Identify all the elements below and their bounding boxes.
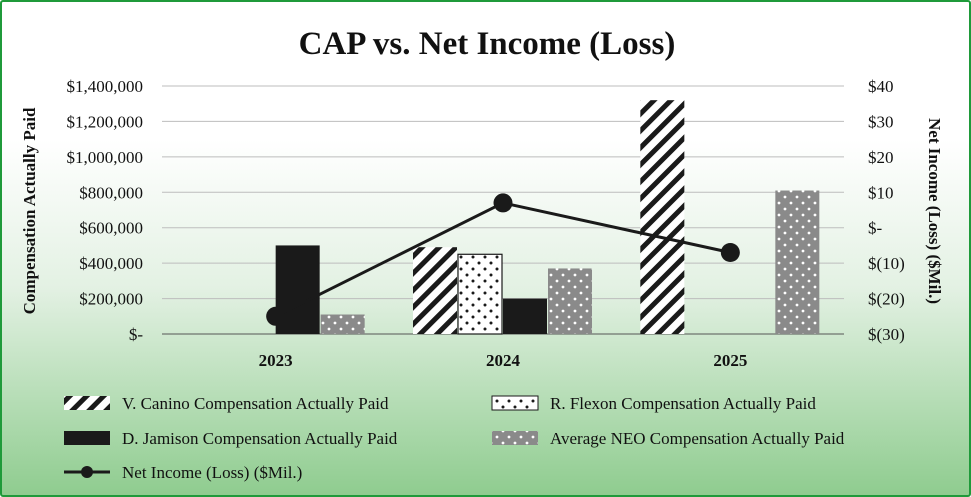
y2-tick-label: $30 xyxy=(868,112,894,131)
net-income-line xyxy=(266,193,740,326)
y-tick-label: $400,000 xyxy=(79,254,143,273)
y2-tick-label: $(20) xyxy=(868,290,905,309)
y2-axis-ticks: $(30) $(20) $(10) $- $10 $20 $30 $40 xyxy=(868,77,905,344)
y2-tick-label: $(30) xyxy=(868,325,905,344)
y-tick-label: $800,000 xyxy=(79,183,143,202)
y-tick-label: $200,000 xyxy=(79,290,143,309)
y2-tick-label: $10 xyxy=(868,183,894,202)
y-axis-ticks: $- $200,000 $400,000 $600,000 $800,000 $1,000… xyxy=(67,77,144,344)
bars xyxy=(275,100,820,335)
legend-swatch-marker xyxy=(81,466,93,478)
category-label: 2025 xyxy=(713,351,747,370)
category-label: 2024 xyxy=(486,351,521,370)
legend-item: Average NEO Compensation Actually Paid xyxy=(492,429,845,448)
bar xyxy=(640,100,685,335)
bar xyxy=(775,190,820,334)
legend-label: V. Canino Compensation Actually Paid xyxy=(122,394,389,413)
y2-tick-label: $- xyxy=(868,219,883,238)
legend-swatch xyxy=(64,396,110,410)
bar xyxy=(548,268,592,334)
category-labels: 2023 2024 2025 xyxy=(259,351,748,370)
line-point xyxy=(720,243,740,263)
legend-label: Average NEO Compensation Actually Paid xyxy=(550,429,845,448)
bar xyxy=(457,253,503,335)
bar xyxy=(320,314,365,334)
legend-item: Net Income (Loss) ($Mil.) xyxy=(64,463,302,482)
y2-tick-label: $20 xyxy=(868,148,894,167)
legend-label: R. Flexon Compensation Actually Paid xyxy=(550,394,816,413)
legend-swatch xyxy=(492,431,538,445)
y-tick-label: $- xyxy=(129,325,144,344)
y-tick-label: $600,000 xyxy=(79,219,143,238)
bar xyxy=(413,247,457,334)
legend-item: R. Flexon Compensation Actually Paid xyxy=(491,394,816,413)
y-axis-title: Compensation Actually Paid xyxy=(20,107,39,314)
y-tick-label: $1,400,000 xyxy=(67,77,144,96)
legend-label: D. Jamison Compensation Actually Paid xyxy=(122,429,398,448)
legend-label: Net Income (Loss) ($Mil.) xyxy=(122,463,302,482)
bar xyxy=(503,298,547,334)
legend: V. Canino Compensation Actually Paid R. F… xyxy=(64,394,845,482)
legend-item: V. Canino Compensation Actually Paid xyxy=(64,394,389,413)
y2-tick-label: $(10) xyxy=(868,254,905,273)
y2-axis-title: Net Income (Loss) ($Mil.) xyxy=(925,118,944,304)
chart-title: CAP vs. Net Income (Loss) xyxy=(299,26,676,62)
y2-tick-label: $40 xyxy=(868,77,894,96)
legend-swatch xyxy=(64,431,110,445)
y-tick-label: $1,200,000 xyxy=(67,112,144,131)
legend-item: D. Jamison Compensation Actually Paid xyxy=(64,429,398,448)
legend-swatch xyxy=(491,395,539,411)
y-tick-label: $1,000,000 xyxy=(67,148,144,167)
category-label: 2023 xyxy=(259,351,293,370)
line-point xyxy=(266,306,286,326)
line-point xyxy=(493,193,513,213)
